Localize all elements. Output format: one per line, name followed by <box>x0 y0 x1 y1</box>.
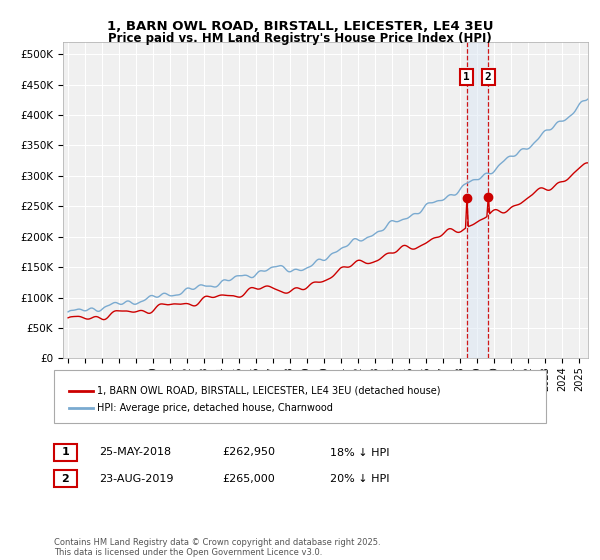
Text: Contains HM Land Registry data © Crown copyright and database right 2025.
This d: Contains HM Land Registry data © Crown c… <box>54 538 380 557</box>
Text: £262,950: £262,950 <box>222 447 275 458</box>
Text: 1: 1 <box>62 447 69 458</box>
Text: 1: 1 <box>463 72 470 82</box>
Text: £265,000: £265,000 <box>222 474 275 484</box>
Bar <box>467 42 488 358</box>
Text: 25-MAY-2018: 25-MAY-2018 <box>99 447 171 458</box>
Text: 1, BARN OWL ROAD, BIRSTALL, LEICESTER, LE4 3EU (detached house): 1, BARN OWL ROAD, BIRSTALL, LEICESTER, L… <box>97 386 440 396</box>
Text: Price paid vs. HM Land Registry's House Price Index (HPI): Price paid vs. HM Land Registry's House … <box>108 32 492 45</box>
Text: 2: 2 <box>62 474 69 484</box>
Text: 20% ↓ HPI: 20% ↓ HPI <box>330 474 389 484</box>
Text: 18% ↓ HPI: 18% ↓ HPI <box>330 447 389 458</box>
Text: 23-AUG-2019: 23-AUG-2019 <box>99 474 173 484</box>
Text: HPI: Average price, detached house, Charnwood: HPI: Average price, detached house, Char… <box>97 403 333 413</box>
Text: 2: 2 <box>485 72 491 82</box>
Text: 1, BARN OWL ROAD, BIRSTALL, LEICESTER, LE4 3EU: 1, BARN OWL ROAD, BIRSTALL, LEICESTER, L… <box>107 20 493 32</box>
